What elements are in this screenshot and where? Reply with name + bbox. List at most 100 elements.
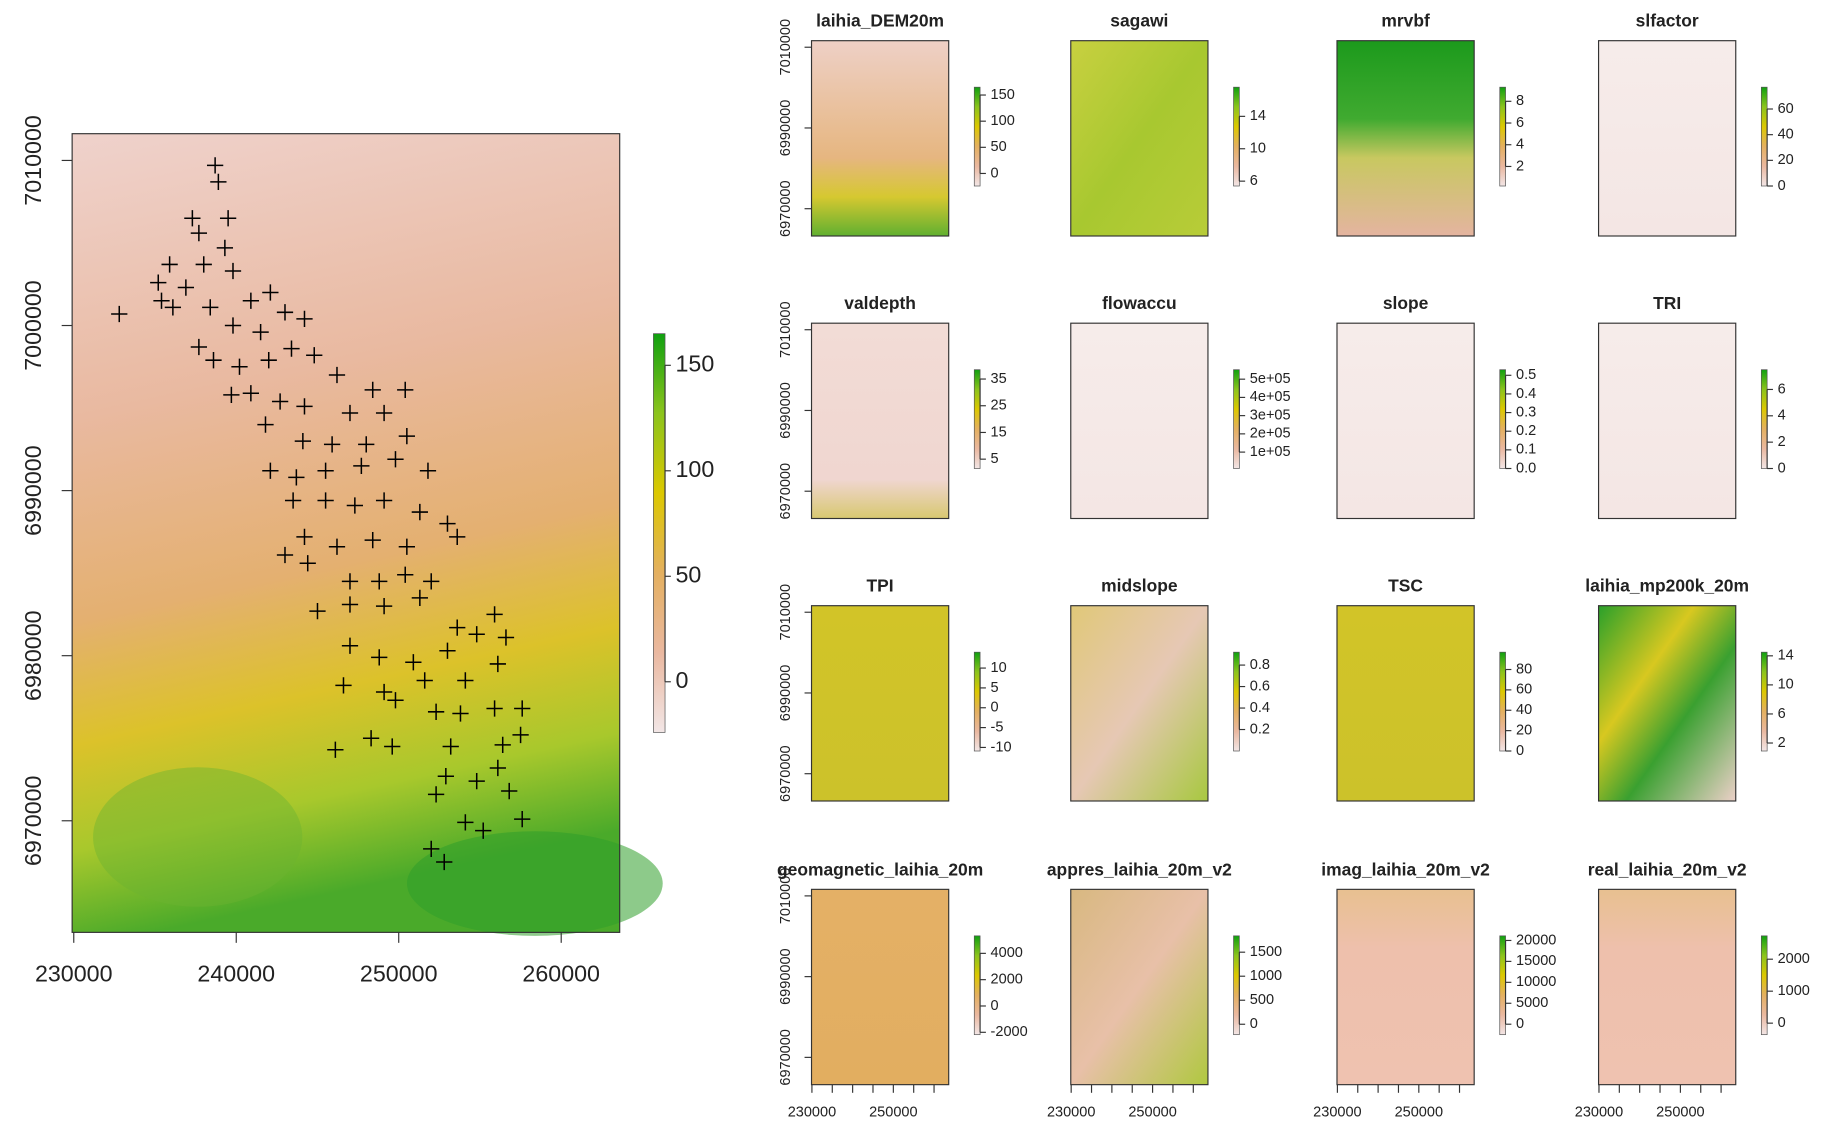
colorbar-tick-label: 150 <box>991 87 1015 103</box>
colorbar-tick-label: 0.3 <box>1516 404 1536 420</box>
point <box>375 683 393 701</box>
colorbar-tick-label: 5 <box>991 680 999 696</box>
point <box>375 492 393 509</box>
panel-title: midslope <box>1101 576 1178 596</box>
panel-frame <box>810 605 950 802</box>
colorbar-tick-label: 60 <box>1778 101 1794 117</box>
colorbar-tick-label: 4 <box>1778 408 1786 424</box>
x-tick-label: 230000 <box>1575 1104 1623 1120</box>
point <box>190 338 208 356</box>
point <box>419 462 437 479</box>
colorbar-tick-label: 5000 <box>1516 995 1548 1011</box>
panel: laihia_mp200k_20m 14 10 6 2 <box>1585 576 1794 802</box>
point <box>364 381 381 399</box>
panel: laihia_DEM20m 6970000 6990000 7010000 150 100… <box>778 11 1015 237</box>
panel: real_laihia_20m_v2 230000 250000 2000 1000 0 <box>1575 859 1810 1120</box>
point <box>341 596 359 613</box>
point <box>219 210 237 227</box>
colorbar-tick-label: 2 <box>1516 158 1524 174</box>
colorbar <box>973 651 981 752</box>
point <box>271 393 289 410</box>
point <box>216 239 234 257</box>
colorbar-tick-label: 40 <box>1516 702 1532 718</box>
colorbar-tick-label: 1000 <box>1250 968 1282 984</box>
y-tick-label: 6970000 <box>778 1029 794 1086</box>
colorbar-tick-label: 20000 <box>1516 932 1556 948</box>
point <box>296 310 313 328</box>
raster <box>811 605 949 801</box>
panel: TSC 80 60 40 20 0 <box>1336 576 1532 802</box>
panel-title: slope <box>1383 293 1429 313</box>
point <box>223 386 240 403</box>
colorbar <box>653 333 666 733</box>
point <box>439 642 456 659</box>
panel-title: real_laihia_20m_v2 <box>1588 859 1747 879</box>
colorbar-tick-label: 0.2 <box>1516 423 1536 439</box>
panel-title: imag_laihia_20m_v2 <box>1321 859 1490 879</box>
colorbar-tick-label: 8 <box>1516 93 1524 109</box>
colorbar-tick-label: 3e+05 <box>1250 407 1291 423</box>
panel: appres_laihia_20m_v2 230000 250000 1500 1000… <box>1047 859 1282 1120</box>
point <box>335 677 352 694</box>
point <box>494 736 511 753</box>
point <box>161 256 178 273</box>
y-tick-label: 7010000 <box>20 115 46 206</box>
colorbar-tick-label: 0 <box>991 998 999 1014</box>
point <box>497 629 515 646</box>
colorbar <box>1499 86 1506 187</box>
point <box>224 262 242 280</box>
point <box>164 299 182 316</box>
colorbar-tick-label: 0 <box>1250 1016 1258 1032</box>
point <box>398 538 415 555</box>
colorbar-tick-label: 5e+05 <box>1250 371 1291 387</box>
colorbar-tick-label: 1000 <box>1778 983 1810 999</box>
colorbar-tick-label: 5 <box>991 451 999 467</box>
point <box>242 385 260 402</box>
point <box>437 768 454 785</box>
colorbar-tick-label: 0 <box>1778 178 1786 194</box>
raster <box>811 40 949 236</box>
colorbar-tick-label: 0.8 <box>1250 657 1270 673</box>
point <box>276 546 294 564</box>
panel-title: appres_laihia_20m_v2 <box>1047 859 1232 879</box>
panel-title: TSC <box>1388 576 1423 596</box>
raster <box>1336 889 1475 1085</box>
colorbar-tick-label: 4 <box>1516 137 1524 153</box>
x-tick-label: 230000 <box>788 1104 836 1120</box>
x-tick-label: 250000 <box>869 1104 917 1120</box>
point <box>411 503 428 521</box>
panel: mrvbf 8 6 4 2 <box>1336 11 1524 237</box>
point <box>358 436 375 453</box>
y-tick-label: 7010000 <box>778 301 794 358</box>
panel-frame <box>1070 888 1209 1086</box>
x-tick-label: 230000 <box>1047 1104 1095 1120</box>
point <box>205 352 222 369</box>
panel: slope 0.5 0.4 0.3 0.2 0.1 0.0 <box>1336 293 1536 520</box>
panel-frame <box>1336 605 1475 802</box>
panel-title: slfactor <box>1636 11 1699 31</box>
panel-frame <box>810 888 950 1086</box>
point <box>288 469 305 486</box>
point <box>276 304 294 321</box>
point <box>514 700 531 717</box>
raster <box>1598 40 1736 236</box>
panel: valdepth 6970000 6990000 7010000 35 25 15 5 <box>778 293 1007 519</box>
colorbar <box>973 86 981 187</box>
point <box>195 256 212 273</box>
point <box>427 703 445 720</box>
plot-frame <box>71 133 621 933</box>
colorbar-tick-label: 15 <box>991 424 1007 440</box>
x-tick-label: 230000 <box>1313 1104 1361 1120</box>
point <box>514 810 531 828</box>
colorbar-tick-label: 50 <box>676 561 702 587</box>
point <box>296 398 313 415</box>
point <box>252 323 269 341</box>
colorbar-tick-label: 6 <box>1778 381 1786 397</box>
colorbar-tick-label: 50 <box>991 139 1007 155</box>
colorbar-tick-label: 60 <box>1516 682 1532 698</box>
colorbar-tick-label: 0.6 <box>1250 678 1270 694</box>
colorbar-tick-label: 0.4 <box>1516 386 1536 402</box>
colorbar-tick-label: 0 <box>991 165 999 181</box>
colorbar-tick-label: 10 <box>1778 677 1794 693</box>
